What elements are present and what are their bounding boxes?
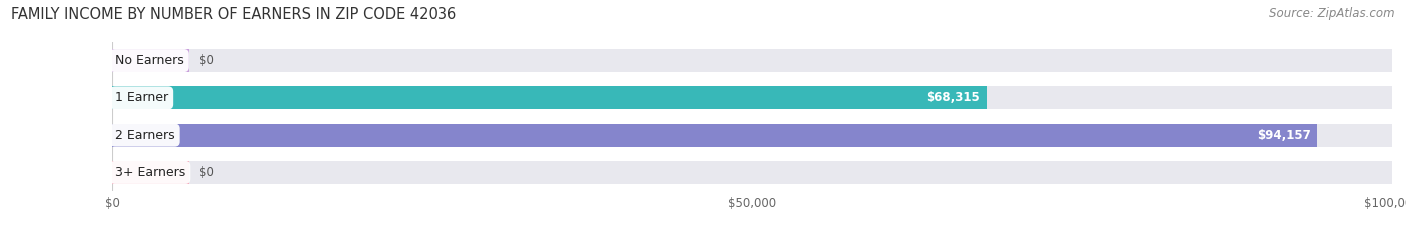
Bar [112, 161, 1392, 184]
Bar [112, 123, 1392, 147]
Bar [112, 86, 1392, 110]
Bar [112, 123, 1317, 147]
Text: $94,157: $94,157 [1257, 129, 1310, 142]
Text: 2 Earners: 2 Earners [115, 129, 174, 142]
Bar [112, 49, 1392, 72]
Text: $68,315: $68,315 [927, 91, 980, 104]
Bar [112, 161, 190, 184]
Text: FAMILY INCOME BY NUMBER OF EARNERS IN ZIP CODE 42036: FAMILY INCOME BY NUMBER OF EARNERS IN ZI… [11, 7, 457, 22]
Text: 1 Earner: 1 Earner [115, 91, 169, 104]
Text: No Earners: No Earners [115, 54, 184, 67]
Bar [112, 49, 190, 72]
Text: $0: $0 [200, 166, 214, 179]
Text: 3+ Earners: 3+ Earners [115, 166, 186, 179]
Bar [112, 86, 987, 110]
Text: $0: $0 [200, 54, 214, 67]
Text: Source: ZipAtlas.com: Source: ZipAtlas.com [1270, 7, 1395, 20]
